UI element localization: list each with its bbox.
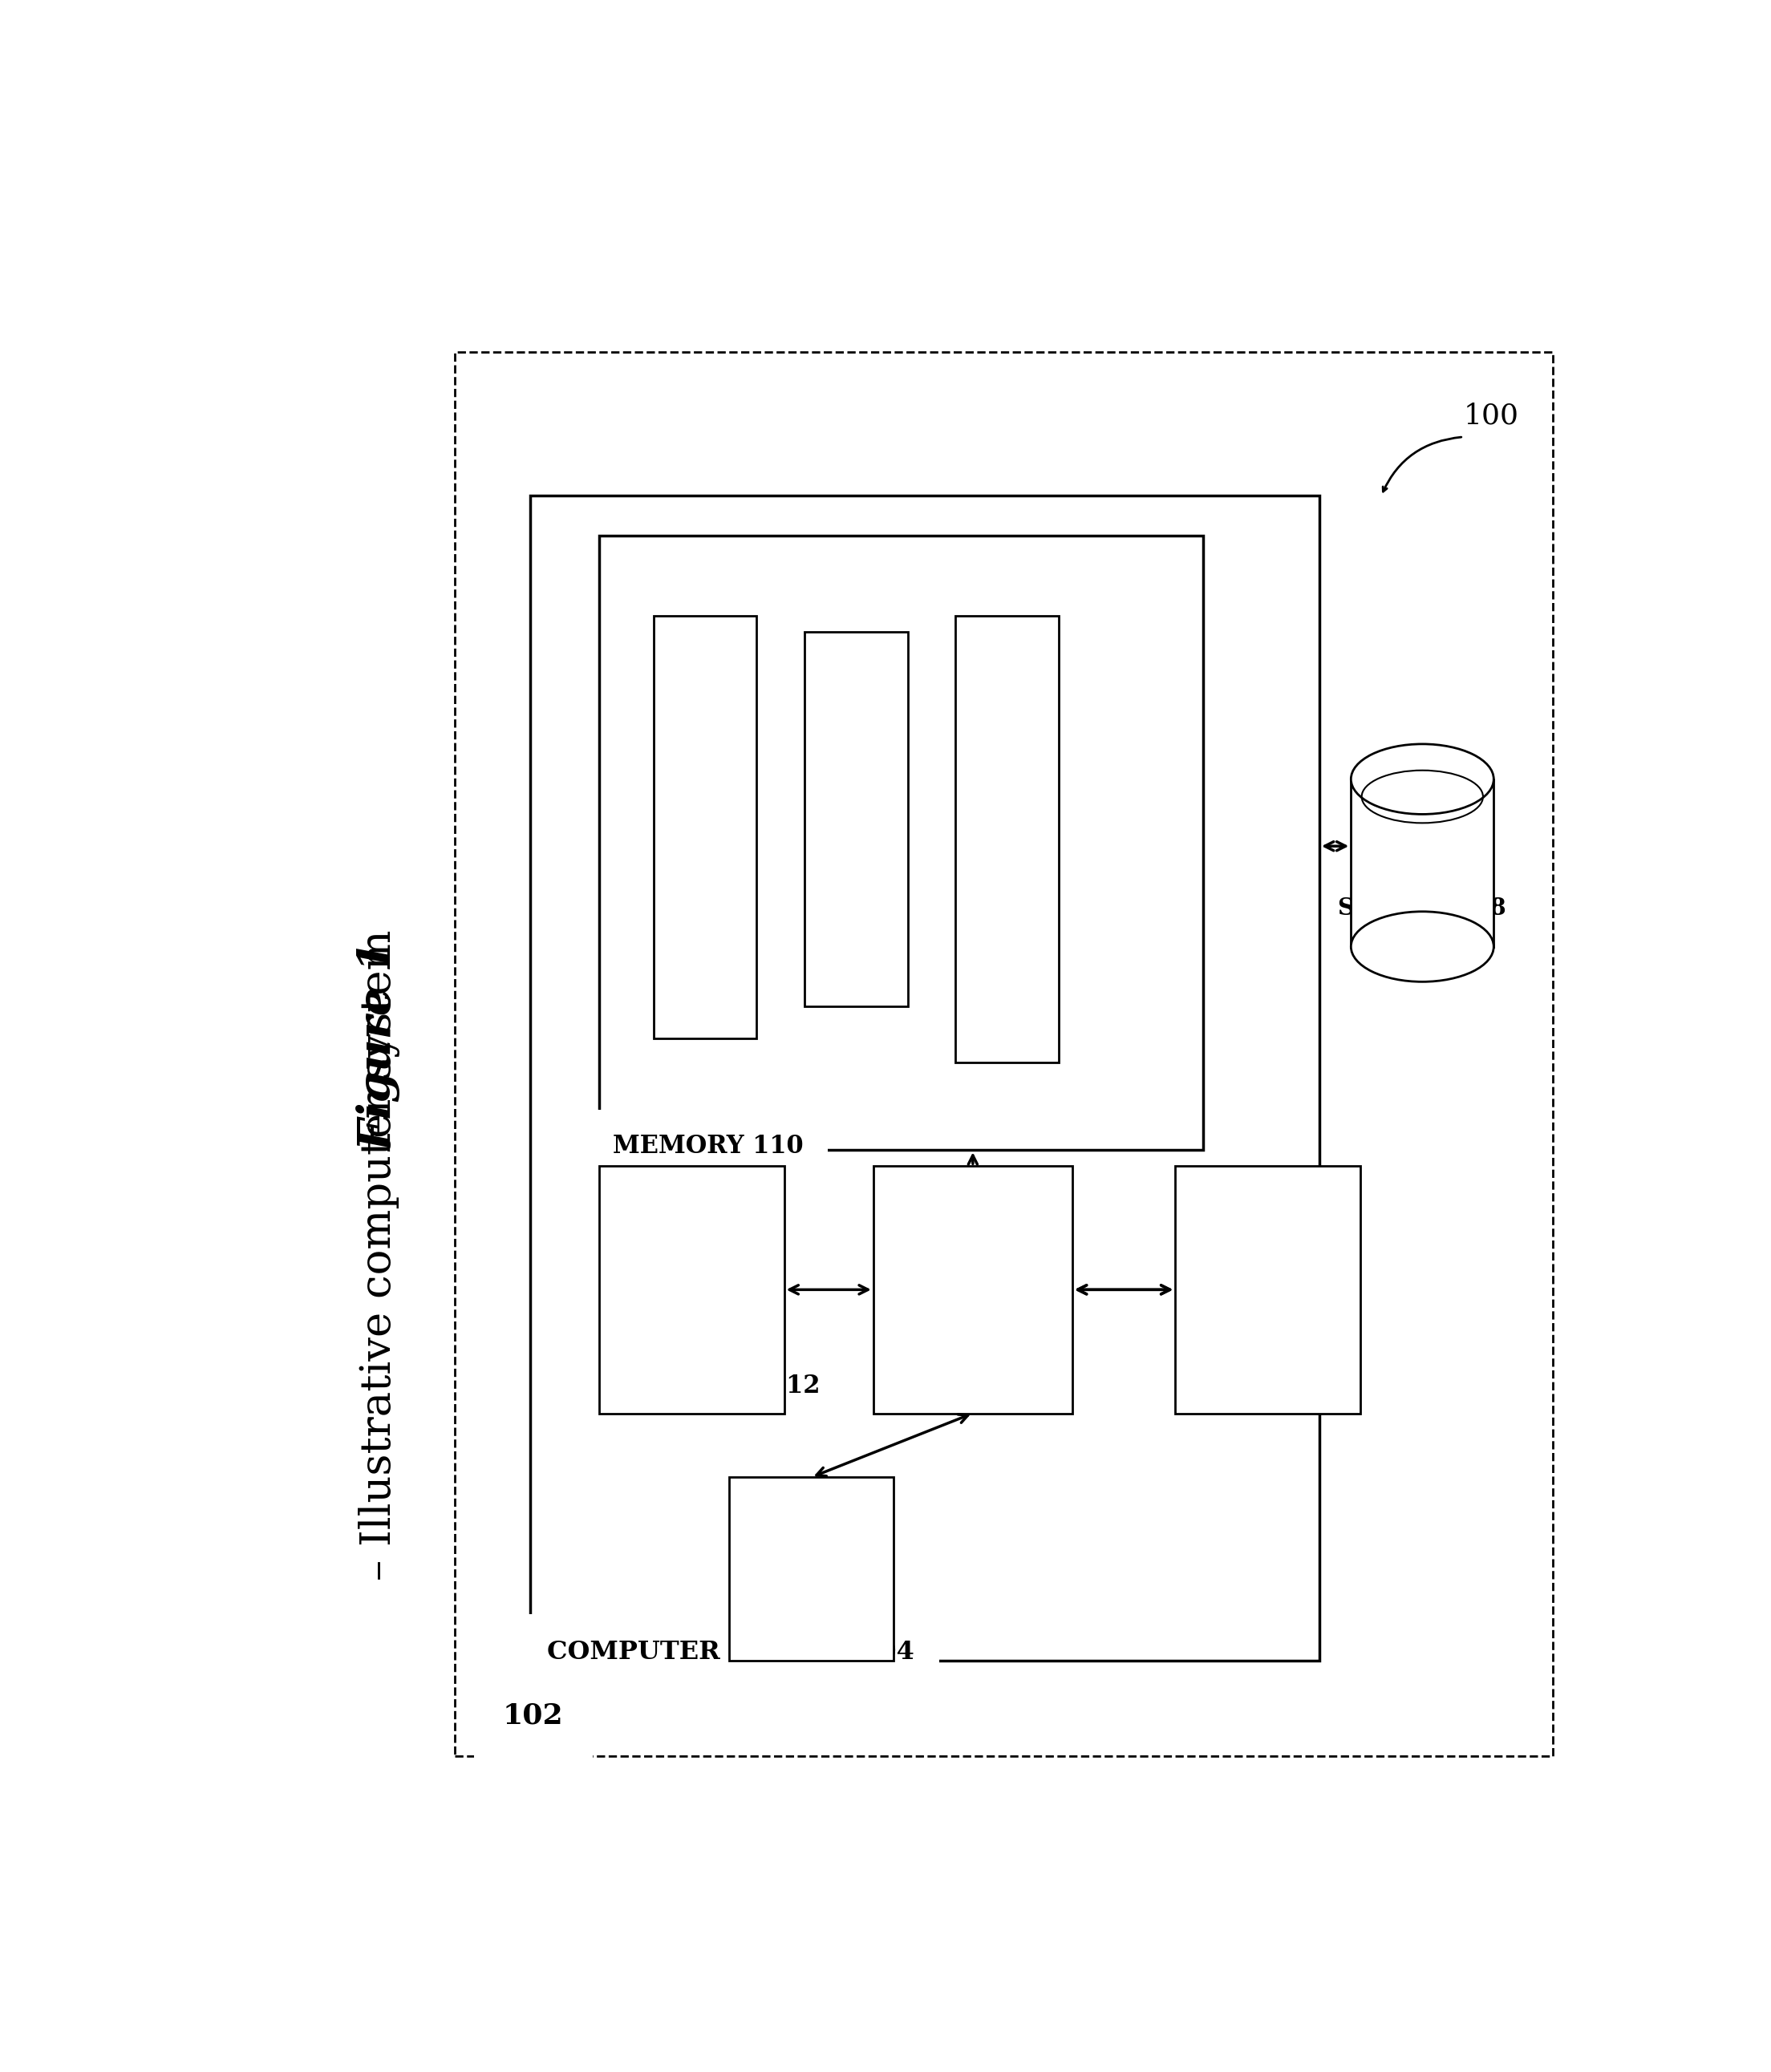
FancyBboxPatch shape — [873, 1167, 1073, 1413]
Text: 100: 100 — [1463, 402, 1520, 429]
Text: 112: 112 — [770, 1374, 820, 1399]
FancyBboxPatch shape — [530, 495, 1319, 1660]
FancyBboxPatch shape — [804, 632, 907, 1007]
Text: MEMORY 110: MEMORY 110 — [613, 1133, 802, 1158]
FancyBboxPatch shape — [956, 615, 1059, 1063]
FancyBboxPatch shape — [1176, 1167, 1360, 1413]
Text: DISPLAY
120: DISPLAY 120 — [756, 1546, 866, 1591]
FancyBboxPatch shape — [599, 1167, 785, 1413]
FancyBboxPatch shape — [455, 352, 1553, 1757]
FancyBboxPatch shape — [730, 1477, 894, 1660]
Text: Figure 1: Figure 1 — [358, 941, 402, 1152]
Text: STORAGE
SYSTEM 118: STORAGE SYSTEM 118 — [1339, 870, 1507, 920]
Text: RAM 130: RAM 130 — [694, 767, 717, 887]
Text: Cache132: Cache132 — [845, 756, 868, 885]
Ellipse shape — [1351, 744, 1493, 814]
Text: 102: 102 — [503, 1701, 563, 1730]
FancyBboxPatch shape — [1351, 779, 1493, 947]
Text: – Illustrative computer system: – Illustrative computer system — [358, 930, 400, 1593]
Text: Network Adapter 138: Network Adapter 138 — [997, 713, 1017, 966]
FancyBboxPatch shape — [653, 615, 756, 1038]
Text: I/O
INTERFACE(S)
114: I/O INTERFACE(S) 114 — [880, 1254, 1066, 1326]
Ellipse shape — [1351, 912, 1493, 982]
Text: PROCESSING
UNIT
106: PROCESSING UNIT 106 — [606, 1254, 777, 1326]
Text: EXTERNAL
DEVICE(S)
116: EXTERNAL DEVICE(S) 116 — [1199, 1254, 1337, 1326]
Text: COMPUTER SYSTEM 104: COMPUTER SYSTEM 104 — [547, 1639, 914, 1664]
FancyBboxPatch shape — [599, 537, 1203, 1150]
